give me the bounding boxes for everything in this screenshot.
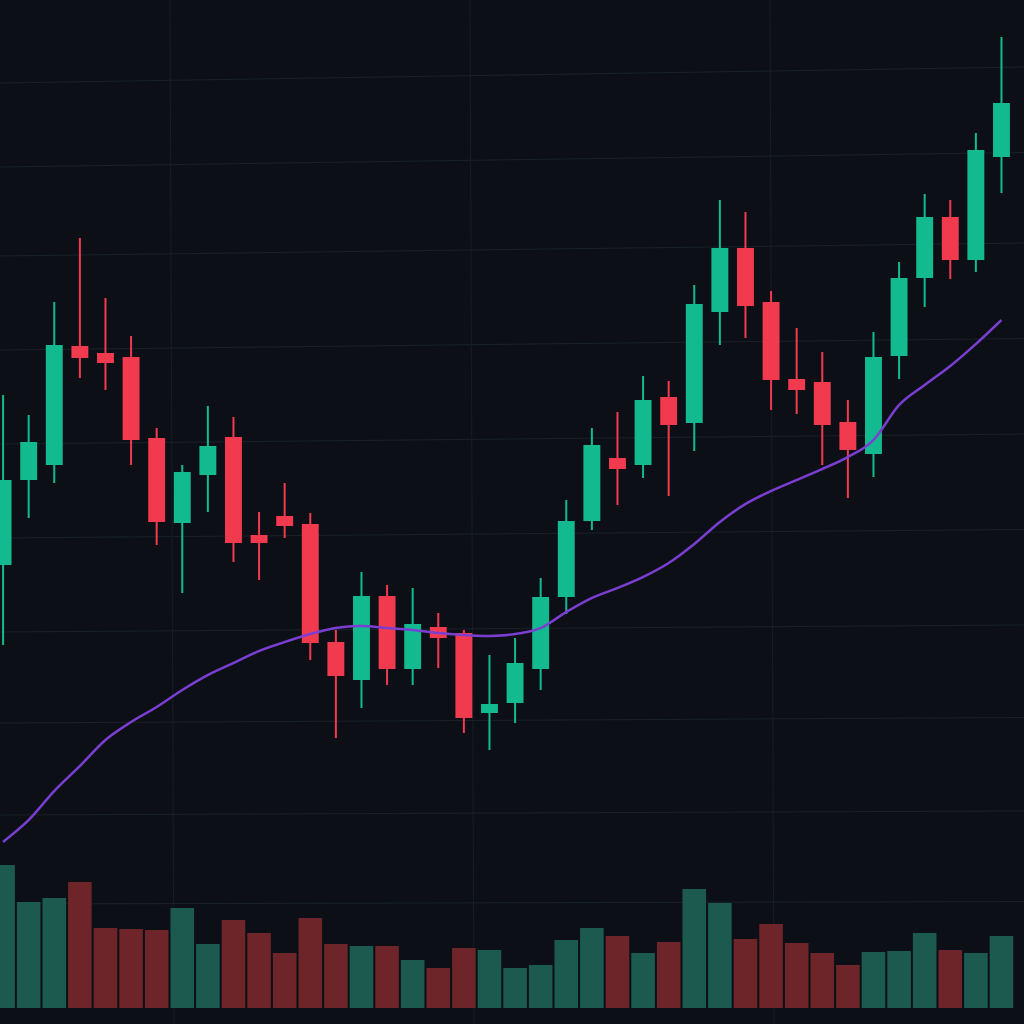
candle-body <box>941 217 959 260</box>
candle-body <box>327 642 345 676</box>
volume-bar <box>836 965 860 1008</box>
candle-body <box>634 400 652 465</box>
volume-bar <box>682 889 707 1008</box>
candle-body <box>685 304 703 423</box>
volume-bar <box>400 960 425 1008</box>
candle-body <box>45 345 63 465</box>
candle-body <box>609 458 626 469</box>
candle-body <box>97 353 114 363</box>
volume-bar <box>733 939 758 1008</box>
candle-body <box>481 704 498 713</box>
volume-bar <box>580 928 604 1008</box>
candle-body <box>301 524 319 643</box>
grid-line <box>0 529 1024 539</box>
candle-body <box>71 346 89 358</box>
candle-body <box>762 302 780 380</box>
candle-body <box>813 382 831 425</box>
candle-body <box>225 437 242 543</box>
volume-bar <box>196 944 220 1008</box>
grid-line <box>0 810 1024 816</box>
candle-body <box>20 442 38 480</box>
candle-body <box>506 663 524 703</box>
volume-bar <box>298 918 323 1008</box>
candle-body <box>250 535 268 543</box>
candle-body <box>967 150 985 260</box>
volume-bar <box>708 903 732 1008</box>
volume-bar <box>170 908 195 1008</box>
candle-body <box>404 624 422 669</box>
volume-bar <box>426 968 451 1008</box>
volume-bar <box>42 898 67 1008</box>
volume-bar <box>784 943 809 1008</box>
volume-bar <box>759 924 783 1008</box>
volume-bar <box>375 946 399 1008</box>
volume-bar <box>964 953 988 1008</box>
volume-bar <box>247 933 271 1008</box>
volume-bar <box>119 929 143 1008</box>
candle-body <box>839 422 857 450</box>
grid-line <box>0 338 1024 351</box>
candle-body <box>660 397 678 425</box>
candle-body <box>122 357 140 440</box>
grid-line <box>0 717 1024 724</box>
candle-body <box>532 597 550 669</box>
volume-bar <box>528 965 553 1008</box>
grid-line <box>0 901 1024 905</box>
moving-average-line <box>2 319 1003 843</box>
volume-bar <box>93 928 118 1008</box>
candle-body <box>378 596 396 669</box>
candle-body <box>148 438 166 522</box>
candle-body <box>0 480 12 565</box>
candle-body <box>788 379 806 390</box>
candle-body <box>173 472 191 523</box>
volume-bar <box>16 902 41 1008</box>
volume-bar <box>349 946 374 1008</box>
volume-bar <box>221 920 246 1008</box>
candle-body <box>583 445 601 521</box>
candle-body <box>199 446 217 475</box>
volume-bar <box>810 953 835 1008</box>
volume-bar <box>272 953 297 1008</box>
volume-bar <box>887 951 911 1008</box>
candle-body <box>890 278 908 356</box>
candle-body <box>353 596 370 680</box>
volume-bar <box>656 942 681 1008</box>
volume-bar <box>861 952 886 1008</box>
volume-bar <box>503 968 527 1008</box>
volume-bar <box>554 940 579 1008</box>
candle-body <box>455 633 473 718</box>
volume-bar <box>68 882 92 1008</box>
grid-line <box>769 0 775 1024</box>
candle-body <box>711 248 729 312</box>
volume-bar <box>477 950 502 1008</box>
volume-bar <box>144 930 169 1008</box>
grid-line <box>169 0 175 1024</box>
volume-bar <box>605 936 630 1008</box>
grid-line <box>469 0 475 1024</box>
volume-bar <box>989 936 1014 1008</box>
volume-bar <box>0 865 15 1008</box>
volume-bar <box>452 948 476 1008</box>
grid-line <box>0 624 1024 633</box>
candle-body <box>916 217 934 278</box>
volume-bar <box>324 944 348 1008</box>
candle-body <box>737 248 754 306</box>
volume-bar <box>912 933 937 1008</box>
candle-body <box>993 103 1010 157</box>
candle-body <box>557 521 575 597</box>
volume-bar <box>938 950 963 1008</box>
volume-bar <box>631 953 655 1008</box>
candle-body <box>865 357 882 454</box>
candle-body <box>276 516 294 526</box>
